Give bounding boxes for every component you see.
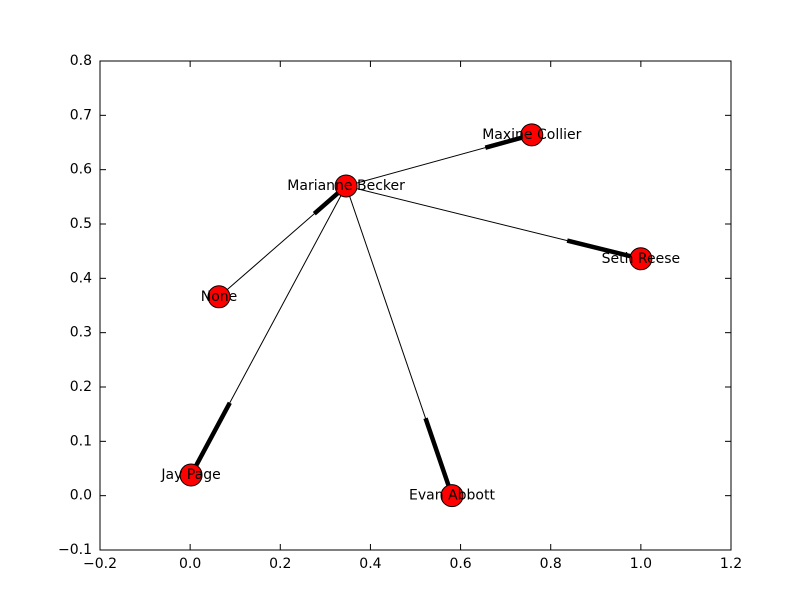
node-label: Seth Reese <box>602 251 681 267</box>
y-tick-label: 0.3 <box>70 325 92 341</box>
node <box>520 123 544 147</box>
y-tick-label: 0.5 <box>70 216 92 232</box>
x-tick-label: −0.2 <box>83 556 117 572</box>
node-label: None <box>201 289 238 305</box>
y-tick-label: 0.8 <box>70 53 92 69</box>
x-tick-label: 0.8 <box>540 556 562 572</box>
x-tick-label: 1.0 <box>630 556 652 572</box>
y-tick-label: 0.6 <box>70 162 92 178</box>
edge-arrow <box>423 417 455 497</box>
edge-arrow <box>189 401 232 477</box>
node <box>207 285 231 309</box>
x-tick-label: 0.4 <box>359 556 381 572</box>
y-tick-label: 0.4 <box>70 270 92 286</box>
y-tick-label: 0.7 <box>70 107 92 123</box>
node <box>179 463 203 487</box>
node-label: Marianne Becker <box>287 178 405 194</box>
y-tick-label: 0.2 <box>70 379 92 395</box>
plot-frame <box>99 60 732 551</box>
y-tick-label: 0.1 <box>70 433 92 449</box>
node-label: Evan Abbott <box>409 488 495 504</box>
node <box>629 247 653 271</box>
y-tick-label: −0.1 <box>58 542 92 558</box>
node-label: Jay Page <box>160 467 220 483</box>
edge-arrow <box>566 238 642 261</box>
x-tick-label: 0.2 <box>269 556 291 572</box>
node-label: Maxine Collier <box>482 127 581 143</box>
x-tick-label: 0.6 <box>449 556 471 572</box>
x-tick-label: 1.2 <box>720 556 742 572</box>
node <box>334 174 358 198</box>
node <box>440 484 464 508</box>
x-tick-label: 0.0 <box>179 556 201 572</box>
y-tick-label: 0.0 <box>70 488 92 504</box>
